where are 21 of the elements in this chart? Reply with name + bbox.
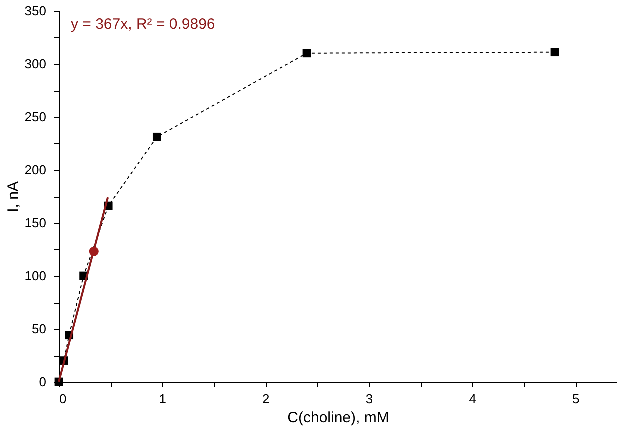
y-tick-label: 100	[24, 268, 46, 284]
y-tick-label: 0	[39, 374, 46, 390]
x-tick-label: 2	[262, 392, 270, 406]
y-tick-label: 200	[24, 162, 46, 178]
point	[152, 132, 162, 142]
x-tick-label: 3	[366, 392, 374, 406]
point	[89, 246, 99, 256]
x-tick-label: 4	[469, 392, 476, 406]
y-tick-label: 300	[24, 56, 46, 72]
y-tick-label: 350	[24, 4, 46, 18]
point	[550, 48, 560, 57]
y-tick-label: 250	[24, 110, 46, 124]
x-tick-label: 1	[159, 392, 166, 406]
x-tick-label: 5	[572, 392, 580, 406]
y-tick-label: 150	[24, 216, 46, 230]
y-tick-label: 50	[32, 322, 46, 336]
x-axis-title: C(choline), mM	[288, 410, 390, 426]
x-tick-label: 0	[60, 392, 67, 406]
annotation: y = 367x, R² = 0.9896	[71, 16, 216, 33]
y-axis-title: I, nA	[4, 182, 22, 212]
point	[302, 49, 312, 58]
